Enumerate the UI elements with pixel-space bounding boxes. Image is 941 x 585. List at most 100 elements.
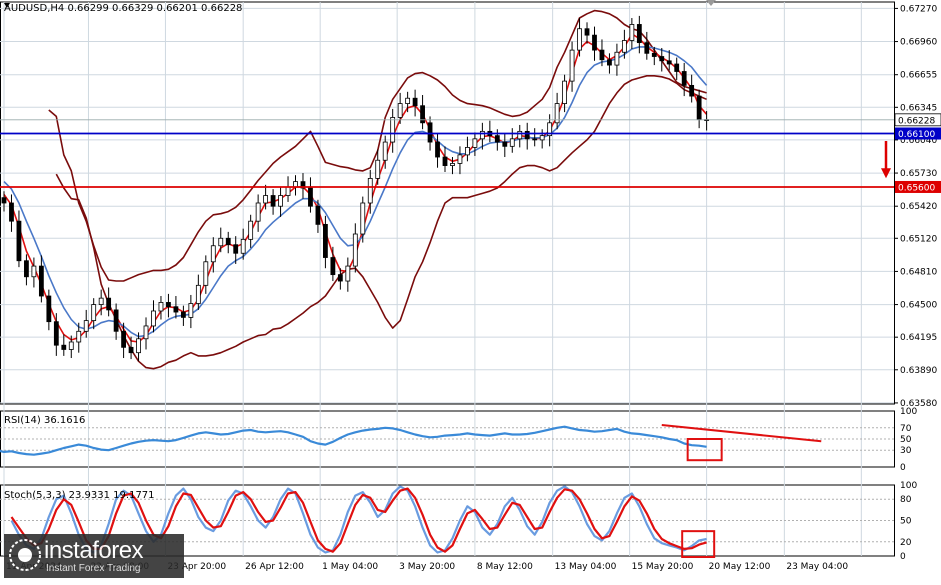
candle-body xyxy=(367,178,373,204)
candle-body xyxy=(91,304,97,322)
target-level-tag xyxy=(895,180,941,193)
candle-body xyxy=(390,117,396,143)
candle-body xyxy=(405,97,411,104)
stoch-signal-line xyxy=(10,487,707,553)
price-tick-label: 0.63580 xyxy=(900,399,937,409)
candle-body xyxy=(659,56,665,62)
candle-body xyxy=(83,320,89,332)
candle-body xyxy=(38,265,44,297)
chart-title: AUDUSD,H4 0.66299 0.66329 0.66201 0.6622… xyxy=(4,3,242,14)
bollinger-lower-line xyxy=(55,75,707,370)
candle-body xyxy=(569,49,575,82)
candle-body xyxy=(9,202,14,222)
price-tick-label: 0.67270 xyxy=(900,4,937,14)
price-tick-label: 0.63890 xyxy=(900,366,937,376)
candle-body xyxy=(233,244,239,254)
stoch-tick-label: 50 xyxy=(900,517,912,527)
candle-body xyxy=(180,311,186,318)
candle-body xyxy=(16,220,22,262)
candle-body xyxy=(136,338,141,354)
time-tick-label: 23 Apr 20:00 xyxy=(167,562,226,572)
candle-body xyxy=(68,341,74,350)
candle-body xyxy=(225,237,231,246)
candle-body xyxy=(53,321,59,346)
instaforex-watermark: instaforex Instant Forex Trading xyxy=(4,534,184,578)
candle-body xyxy=(532,138,538,141)
grid xyxy=(0,1,895,557)
price-tick-label: 0.66960 xyxy=(900,38,937,48)
time-tick-label: 26 Apr 12:00 xyxy=(245,562,304,572)
candle-body xyxy=(143,325,149,340)
candle-body xyxy=(577,28,582,51)
candle-body xyxy=(584,28,590,36)
chart-shift-icon xyxy=(706,0,716,6)
candle-body xyxy=(315,205,321,225)
price-tick-label: 0.64195 xyxy=(900,333,937,343)
candle-body xyxy=(607,59,612,66)
candle-body xyxy=(599,49,605,61)
menu-chevron-icon xyxy=(4,3,10,8)
candle-body xyxy=(457,154,463,164)
price-tick-label: 0.64810 xyxy=(900,267,937,277)
candle-body xyxy=(435,141,440,158)
candle-body xyxy=(689,84,695,97)
candle-body xyxy=(442,156,448,166)
stoch-tick-label: 80 xyxy=(900,495,912,505)
candle-body xyxy=(472,138,478,148)
target-level-label: 0.65600 xyxy=(898,183,935,193)
main-panel-frame xyxy=(0,1,895,405)
candle-body xyxy=(210,245,216,263)
price-tick-label: 0.65120 xyxy=(900,234,937,244)
candle-body xyxy=(255,202,261,222)
candle-body xyxy=(270,195,276,207)
candle-body xyxy=(76,330,82,343)
stoch-main-line xyxy=(10,485,707,554)
candle-body xyxy=(651,52,657,57)
candle-body xyxy=(397,103,403,118)
candle-body xyxy=(98,297,104,305)
rsi-line xyxy=(0,425,707,456)
down-arrow-icon xyxy=(881,168,891,179)
candle-body xyxy=(502,141,508,147)
candle-body xyxy=(465,147,470,156)
candle-body xyxy=(674,63,680,72)
candle-body xyxy=(330,257,336,276)
candle-body xyxy=(517,130,523,140)
rsi-tick-label: 0 xyxy=(900,463,906,473)
time-tick-label: 23 May 04:00 xyxy=(786,562,848,572)
candle-body xyxy=(554,103,560,124)
price-panel xyxy=(0,9,894,370)
candle-body xyxy=(323,223,328,258)
candle-body xyxy=(345,265,351,282)
candle-body xyxy=(621,40,627,53)
candle-body xyxy=(173,306,179,313)
price-tick-label: 0.66655 xyxy=(900,71,937,81)
candle-body xyxy=(195,284,201,304)
candle-body xyxy=(121,330,126,348)
candle-body xyxy=(46,295,52,323)
price-tick-label: 0.66040 xyxy=(900,136,937,146)
rsi-tick-label: 100 xyxy=(900,407,917,417)
rsi-trendline xyxy=(661,424,822,443)
stoch-tick-label: 100 xyxy=(900,481,917,491)
rsi-tick-label: 50 xyxy=(900,435,912,445)
candle-body xyxy=(248,220,254,240)
stoch-tick-label: 20 xyxy=(900,538,912,548)
rsi-tick-label: 30 xyxy=(900,446,912,456)
candle-body xyxy=(509,138,515,147)
time-tick-label: 15 May 20:00 xyxy=(632,562,694,572)
candle-body xyxy=(24,260,29,278)
watermark-tagline: Instant Forex Trading xyxy=(46,563,141,574)
candle-body xyxy=(427,122,433,143)
candle-body xyxy=(113,309,119,332)
time-tick-label: 1 May 04:00 xyxy=(322,562,378,572)
candle-body xyxy=(337,274,343,282)
time-tick-label: 13 May 04:00 xyxy=(555,562,617,572)
candle-body xyxy=(629,24,635,41)
candle-body xyxy=(450,163,455,166)
candle-body xyxy=(681,71,687,86)
candle-body xyxy=(188,303,194,318)
watermark-brand: instaforex xyxy=(44,537,144,564)
